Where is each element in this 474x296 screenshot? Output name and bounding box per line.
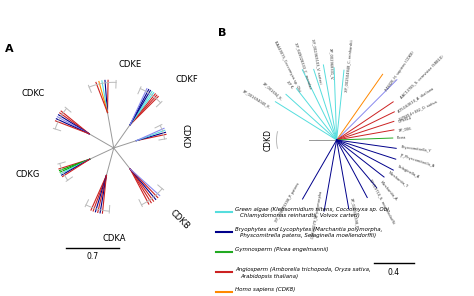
Text: CDKC: CDKC (21, 89, 45, 97)
Text: XP_006: XP_006 (398, 126, 412, 132)
Text: BA449075_Coccomyxa sp. Obi: BA449075_Coccomyxa sp. Obi (273, 40, 301, 92)
Text: CDKE: CDKE (118, 60, 141, 69)
Text: XP_002968331_V.: XP_002968331_V. (329, 48, 334, 80)
Text: XP_649028333_C. merolae: XP_649028333_C. merolae (293, 42, 312, 89)
Text: Arabidopsis thaliana): Arabidopsis thaliana) (240, 274, 298, 279)
Text: Bryophytes and Lycophytes (Marchantia polymorpha,: Bryophytes and Lycophytes (Marchantia po… (235, 227, 383, 232)
Text: CDKA: CDKA (102, 234, 126, 242)
Text: Marchantia_Y: Marchantia_Y (387, 170, 409, 189)
Text: Physcomitrella patens, Selaginella moellendorffii): Physcomitrella patens, Selaginella moell… (240, 234, 376, 238)
Text: A: A (5, 44, 13, 54)
Text: AT5G63610_A. thaliana: AT5G63610_A. thaliana (396, 86, 434, 113)
Text: Chlamydomonas reinhardtii, Volvox carteri): Chlamydomonas reinhardtii, Volvox carter… (240, 213, 360, 218)
Text: Picea: Picea (397, 136, 406, 140)
Text: Green algae (Klebsormidium nitens, Coccomyxa sp. Obi,: Green algae (Klebsormidium nitens, Cocco… (235, 207, 391, 212)
Text: AAC13785_S. cerevisiae (SRB10): AAC13785_S. cerevisiae (SRB10) (400, 54, 445, 99)
Text: XP_024303398_P.: XP_024303398_P. (349, 197, 359, 229)
Text: Gymnosperm (Picea engelmannii): Gymnosperm (Picea engelmannii) (235, 247, 328, 252)
Text: D7S814+382_O. sativa: D7S814+382_O. sativa (398, 99, 437, 121)
Text: Homo sapiens (CDK8): Homo sapiens (CDK8) (235, 287, 295, 292)
Text: XP_002504848_C. reinhardtii: XP_002504848_C. reinhardtii (345, 40, 354, 93)
Text: 0.7: 0.7 (87, 252, 99, 261)
Text: Marchantia_A: Marchantia_A (379, 180, 398, 201)
Text: XP K.: XP K. (285, 81, 294, 90)
Text: Physcomitrella_Y: Physcomitrella_Y (400, 145, 431, 153)
Text: CDKD: CDKD (181, 124, 189, 149)
Text: Selaginella_A: Selaginella_A (397, 165, 420, 179)
Text: XP_001694040_K.: XP_001694040_K. (242, 89, 272, 110)
Text: CDKD: CDKD (264, 129, 273, 151)
Text: OAE30079_M. polymorpha: OAE30079_M. polymorpha (311, 191, 323, 239)
Text: D7S814: D7S814 (398, 116, 412, 124)
Text: Angiosperm (Amborella trichopoda, Oryza sativa,: Angiosperm (Amborella trichopoda, Oryza … (235, 267, 371, 272)
Text: CDKB: CDKB (168, 208, 191, 232)
Text: CDKG: CDKG (15, 170, 40, 179)
Text: XP_024303398_P. patens: XP_024303398_P. patens (274, 182, 301, 223)
Text: JP_Physcomitrella_A: JP_Physcomitrella_A (400, 153, 435, 168)
Text: 0.4: 0.4 (388, 268, 400, 277)
Text: XP_002969103_V. carteri: XP_002969103_V. carteri (311, 38, 323, 84)
Text: CDKF: CDKF (175, 75, 198, 84)
Text: XP_001694_K.: XP_001694_K. (261, 82, 283, 102)
Text: EF719710_S. moellendorffii: EF719710_S. moellendorffii (369, 178, 396, 224)
Text: P48426_H. sapiens (CDK8): P48426_H. sapiens (CDK8) (385, 50, 416, 92)
Text: B: B (219, 28, 227, 38)
